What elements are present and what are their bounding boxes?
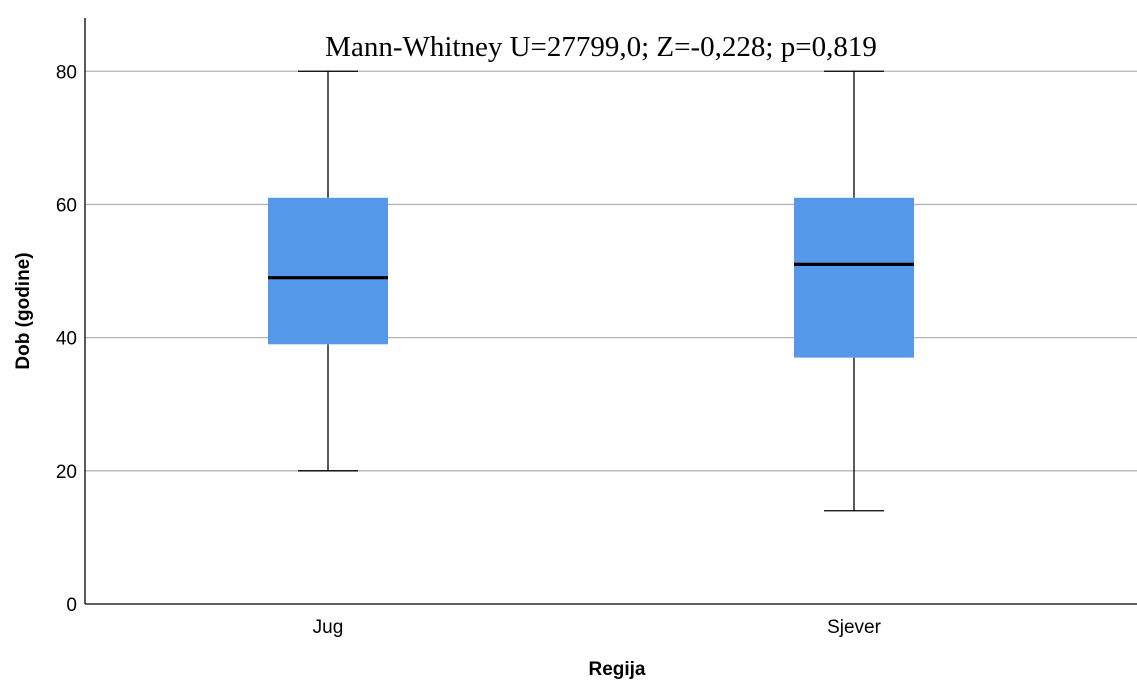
axes: [84, 18, 1137, 605]
x-tick-label: Sjever: [827, 617, 882, 638]
y-tick-label: 80: [56, 62, 77, 83]
chart-title: Mann-Whitney U=27799,0; Z=-0,228; p=0,81…: [325, 31, 877, 63]
boxes: [268, 70, 914, 512]
y-axis-title: Dob (godine): [13, 252, 34, 369]
gridlines: [85, 70, 1137, 472]
x-axis-title: Regija: [588, 659, 645, 680]
y-tick-label: 0: [66, 595, 77, 616]
box-sjever: [794, 70, 914, 512]
x-tick-label: Jug: [313, 617, 344, 638]
y-tick-label: 60: [56, 195, 77, 216]
y-tick-labels: 0 20 40 60 80: [56, 62, 77, 616]
x-tick-labels: Jug Sjever: [313, 617, 882, 638]
iqr-box: [268, 197, 388, 345]
y-tick-label: 40: [56, 329, 77, 350]
iqr-box: [794, 197, 914, 358]
box-jug: [268, 70, 388, 472]
y-tick-label: 20: [56, 462, 77, 483]
